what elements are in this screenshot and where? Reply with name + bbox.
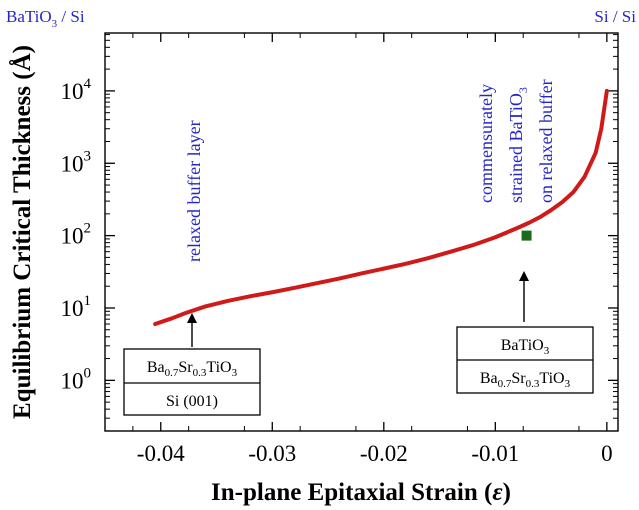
- x-tick-label: 0: [601, 441, 613, 466]
- y-tick-label: 104: [61, 76, 92, 104]
- annotation-relaxed-buffer: relaxed buffer layer: [184, 120, 204, 262]
- right-box-top-label: BaTiO3: [501, 337, 550, 357]
- top-right-label: Si / Si: [594, 7, 636, 26]
- top-left-label: BaTiO3 / Si: [6, 7, 85, 30]
- x-axis-title: In-plane Epitaxial Strain (ε): [211, 479, 511, 506]
- y-tick-label: 102: [61, 221, 92, 249]
- left-box-bottom-label: Si (001): [166, 393, 218, 410]
- y-tick-label: 100: [61, 365, 92, 393]
- y-tick-labels: 100 101 102 103 104: [61, 76, 92, 393]
- y-tick-label: 103: [61, 148, 92, 176]
- x-tick-labels: -0.04 -0.03 -0.02 -0.01 0: [137, 441, 613, 466]
- right-box-bottom-label: Ba0.7Sr0.3TiO3: [480, 370, 571, 390]
- y-axis-title: Equilibrium Critical Thickness (Å): [8, 45, 36, 419]
- plot-frame: [104, 32, 619, 432]
- right-layer-box: BaTiO3 Ba0.7Sr0.3TiO3: [456, 326, 594, 394]
- left-layer-box: Ba0.7Sr0.3TiO3 Si (001): [123, 348, 261, 416]
- series-line: [153, 88, 609, 327]
- x-tick-label: -0.02: [360, 441, 408, 466]
- x-tick-label: -0.03: [248, 441, 296, 466]
- x-tick-label: -0.04: [137, 441, 185, 466]
- data-marker-square: [521, 230, 532, 241]
- annotation-commensurate-line1: commensurately: [476, 84, 496, 203]
- axis-ticks: [105, 33, 618, 432]
- x-tick-label: -0.01: [471, 441, 519, 466]
- left-box-top-label: Ba0.7Sr0.3TiO3: [147, 359, 238, 379]
- annotation-commensurate-line3: on relaxed buffer: [536, 79, 556, 203]
- y-tick-label: 101: [61, 293, 92, 321]
- annotation-commensurate-line2: strained BaTiO3: [506, 87, 530, 203]
